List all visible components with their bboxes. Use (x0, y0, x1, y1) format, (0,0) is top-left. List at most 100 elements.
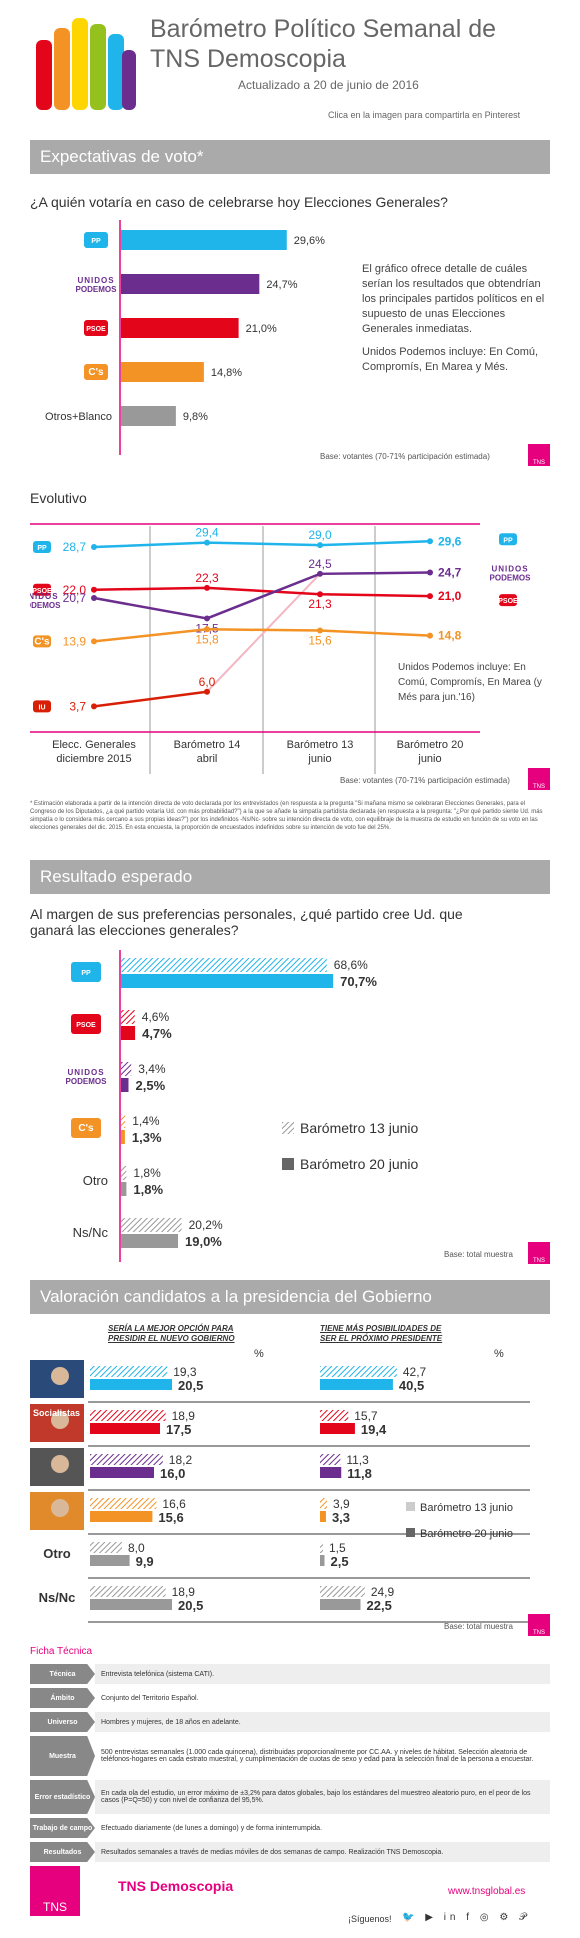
x-tick-label: Elecc. Generales (52, 739, 136, 751)
party-logo-label: IU (39, 704, 46, 711)
valoracion-value-13: 18,2 (169, 1453, 193, 1467)
footer-brand: TNS Demoscopia (118, 1878, 234, 1894)
valoracion-bar-20 (320, 1511, 326, 1522)
candidate-face-icon (51, 1499, 69, 1517)
valoracion-bar-13 (320, 1366, 397, 1377)
pct-label-2: % (494, 1348, 504, 1360)
party-logo-label: PP (91, 238, 101, 245)
series-value: 29,4 (195, 526, 219, 540)
valoracion-bar-13 (90, 1498, 157, 1509)
party-logo-label: PSOE (498, 598, 518, 605)
resultado-value-13: 3,4% (138, 1062, 166, 1076)
footer-url[interactable]: www.tnsglobal.es (448, 1886, 526, 1897)
series-point (91, 703, 97, 710)
party-logo-label: PSOE (86, 326, 106, 333)
valoracion-bar-13 (90, 1586, 166, 1597)
series-line (93, 586, 431, 598)
legend-label: Barómetro 20 junio (420, 1528, 513, 1540)
series-line (93, 571, 431, 620)
party-logo-iu-icon: IU (33, 700, 51, 713)
voto-note-2: Unidos Podemos incluye: En Comú, Comprom… (362, 346, 539, 373)
ficha-row: Error estadístico En cada ola del estudio… (30, 1780, 550, 1814)
series-value: 20,7 (63, 591, 87, 605)
x-tick-label: Barómetro 14 (174, 739, 241, 751)
x-tick-label: Barómetro 20 (397, 739, 464, 751)
resultado-bar-13 (121, 1166, 127, 1180)
podemos-label-1: UNIDOS (77, 276, 114, 285)
party-logo-label: PP (81, 970, 91, 977)
resultado-bar-20 (121, 1026, 136, 1040)
valoracion-bar-20 (90, 1555, 130, 1566)
resultado-bar-13 (121, 1114, 126, 1128)
series-point (427, 593, 433, 600)
valoracion-value-20: 11,8 (347, 1466, 372, 1481)
social-icons[interactable]: 🐦 ▶ in f ◎ ⚙ 𝒫 (402, 1912, 531, 1923)
series-point (427, 632, 433, 639)
section-valoracion: Valoración candidatos a la presidencia d… (30, 1280, 550, 1314)
series-point (427, 538, 433, 545)
voto-value: 21,0% (246, 323, 277, 335)
series-value: 22,0 (63, 583, 87, 597)
candidate-face-icon (51, 1455, 69, 1473)
podemos-label-1: UNIDOS (491, 565, 528, 574)
party-logo-label: C's (78, 1123, 94, 1134)
valoracion-value-13: 18,9 (172, 1585, 196, 1599)
resultado-bar-13 (121, 1010, 135, 1024)
valoracion-value-20: 20,5 (178, 1378, 203, 1393)
podemos-label-2: PODEMOS (30, 601, 61, 610)
valoracion-value-20: 9,9 (136, 1554, 154, 1569)
valoracion-bar-13 (320, 1410, 349, 1421)
footer-follow: ¡Síguenos! (348, 1914, 392, 1924)
valoracion-value-13: 3,9 (333, 1497, 350, 1511)
hands-logo-icon (36, 18, 136, 110)
voto-note: El gráfico ofrece detalle de cuáles serí… (362, 262, 552, 375)
series-point (204, 615, 210, 622)
ficha-key: Universo (30, 1712, 95, 1732)
valoracion-value-20: 20,5 (178, 1598, 203, 1613)
resultado-bar-13 (121, 1062, 132, 1076)
series-point (427, 569, 433, 576)
party-logo-cs-icon: C's (84, 364, 108, 380)
tns-badge: TNS (528, 1242, 550, 1264)
series-value: 24,7 (438, 566, 462, 580)
ficha-key: Error estadístico (30, 1780, 95, 1814)
valoracion-value-20: 40,5 (399, 1378, 424, 1393)
legend-label: Barómetro 13 junio (300, 1120, 419, 1136)
valoracion-bar-13 (90, 1454, 163, 1465)
series-point (91, 544, 97, 551)
pct-label-1: % (254, 1348, 264, 1360)
series-point (91, 595, 97, 602)
evolutivo-note: Unidos Podemos incluye: En Comú, Comprom… (398, 662, 542, 703)
pinterest-link[interactable]: Clica en la imagen para compartirla en P… (328, 110, 521, 120)
valoracion-bar-13 (320, 1454, 341, 1465)
voto-bar (121, 362, 204, 382)
section-resultado: Resultado esperado (30, 860, 550, 894)
series-point (204, 539, 210, 546)
ficha-row: Muestra 500 entrevistas semanales (1.000 … (30, 1736, 550, 1776)
x-tick-label: junio (307, 753, 331, 765)
candidate-face-icon (51, 1411, 69, 1429)
legend-label: Barómetro 20 junio (300, 1156, 419, 1172)
legend-swatch (406, 1528, 415, 1537)
valoracion-value-13: 1,5 (329, 1541, 346, 1555)
party-logo-cs-icon: C's (33, 635, 51, 648)
valoracion-value-13: 16,6 (162, 1497, 186, 1511)
series-line (93, 628, 431, 643)
valoracion-value-20: 22,5 (367, 1598, 392, 1613)
valoracion-value-13: 15,7 (354, 1409, 378, 1423)
legend-swatch (406, 1502, 415, 1511)
ficha-row: Resultados Resultados semanales a través … (30, 1842, 550, 1862)
valoracion-bar-13 (320, 1586, 365, 1597)
resultado-base: Base: total muestra (444, 1250, 513, 1259)
resultado-bar-20 (121, 1234, 178, 1248)
photo-caption: Socialistas (33, 1408, 80, 1418)
series-value: 15,6 (308, 634, 332, 648)
valoracion-value-20: 17,5 (166, 1422, 191, 1437)
ficha-row: Trabajo de campo Efectuado diariamente (d… (30, 1818, 550, 1838)
ficha-row: Universo Hombres y mujeres, de 18 años en… (30, 1712, 550, 1732)
ficha-value: Entrevista telefónica (sistema CATI). (95, 1664, 550, 1684)
ficha-value: 500 entrevistas semanales (1.000 cada qu… (95, 1736, 550, 1776)
resultado-value-13: 1,4% (132, 1114, 160, 1128)
